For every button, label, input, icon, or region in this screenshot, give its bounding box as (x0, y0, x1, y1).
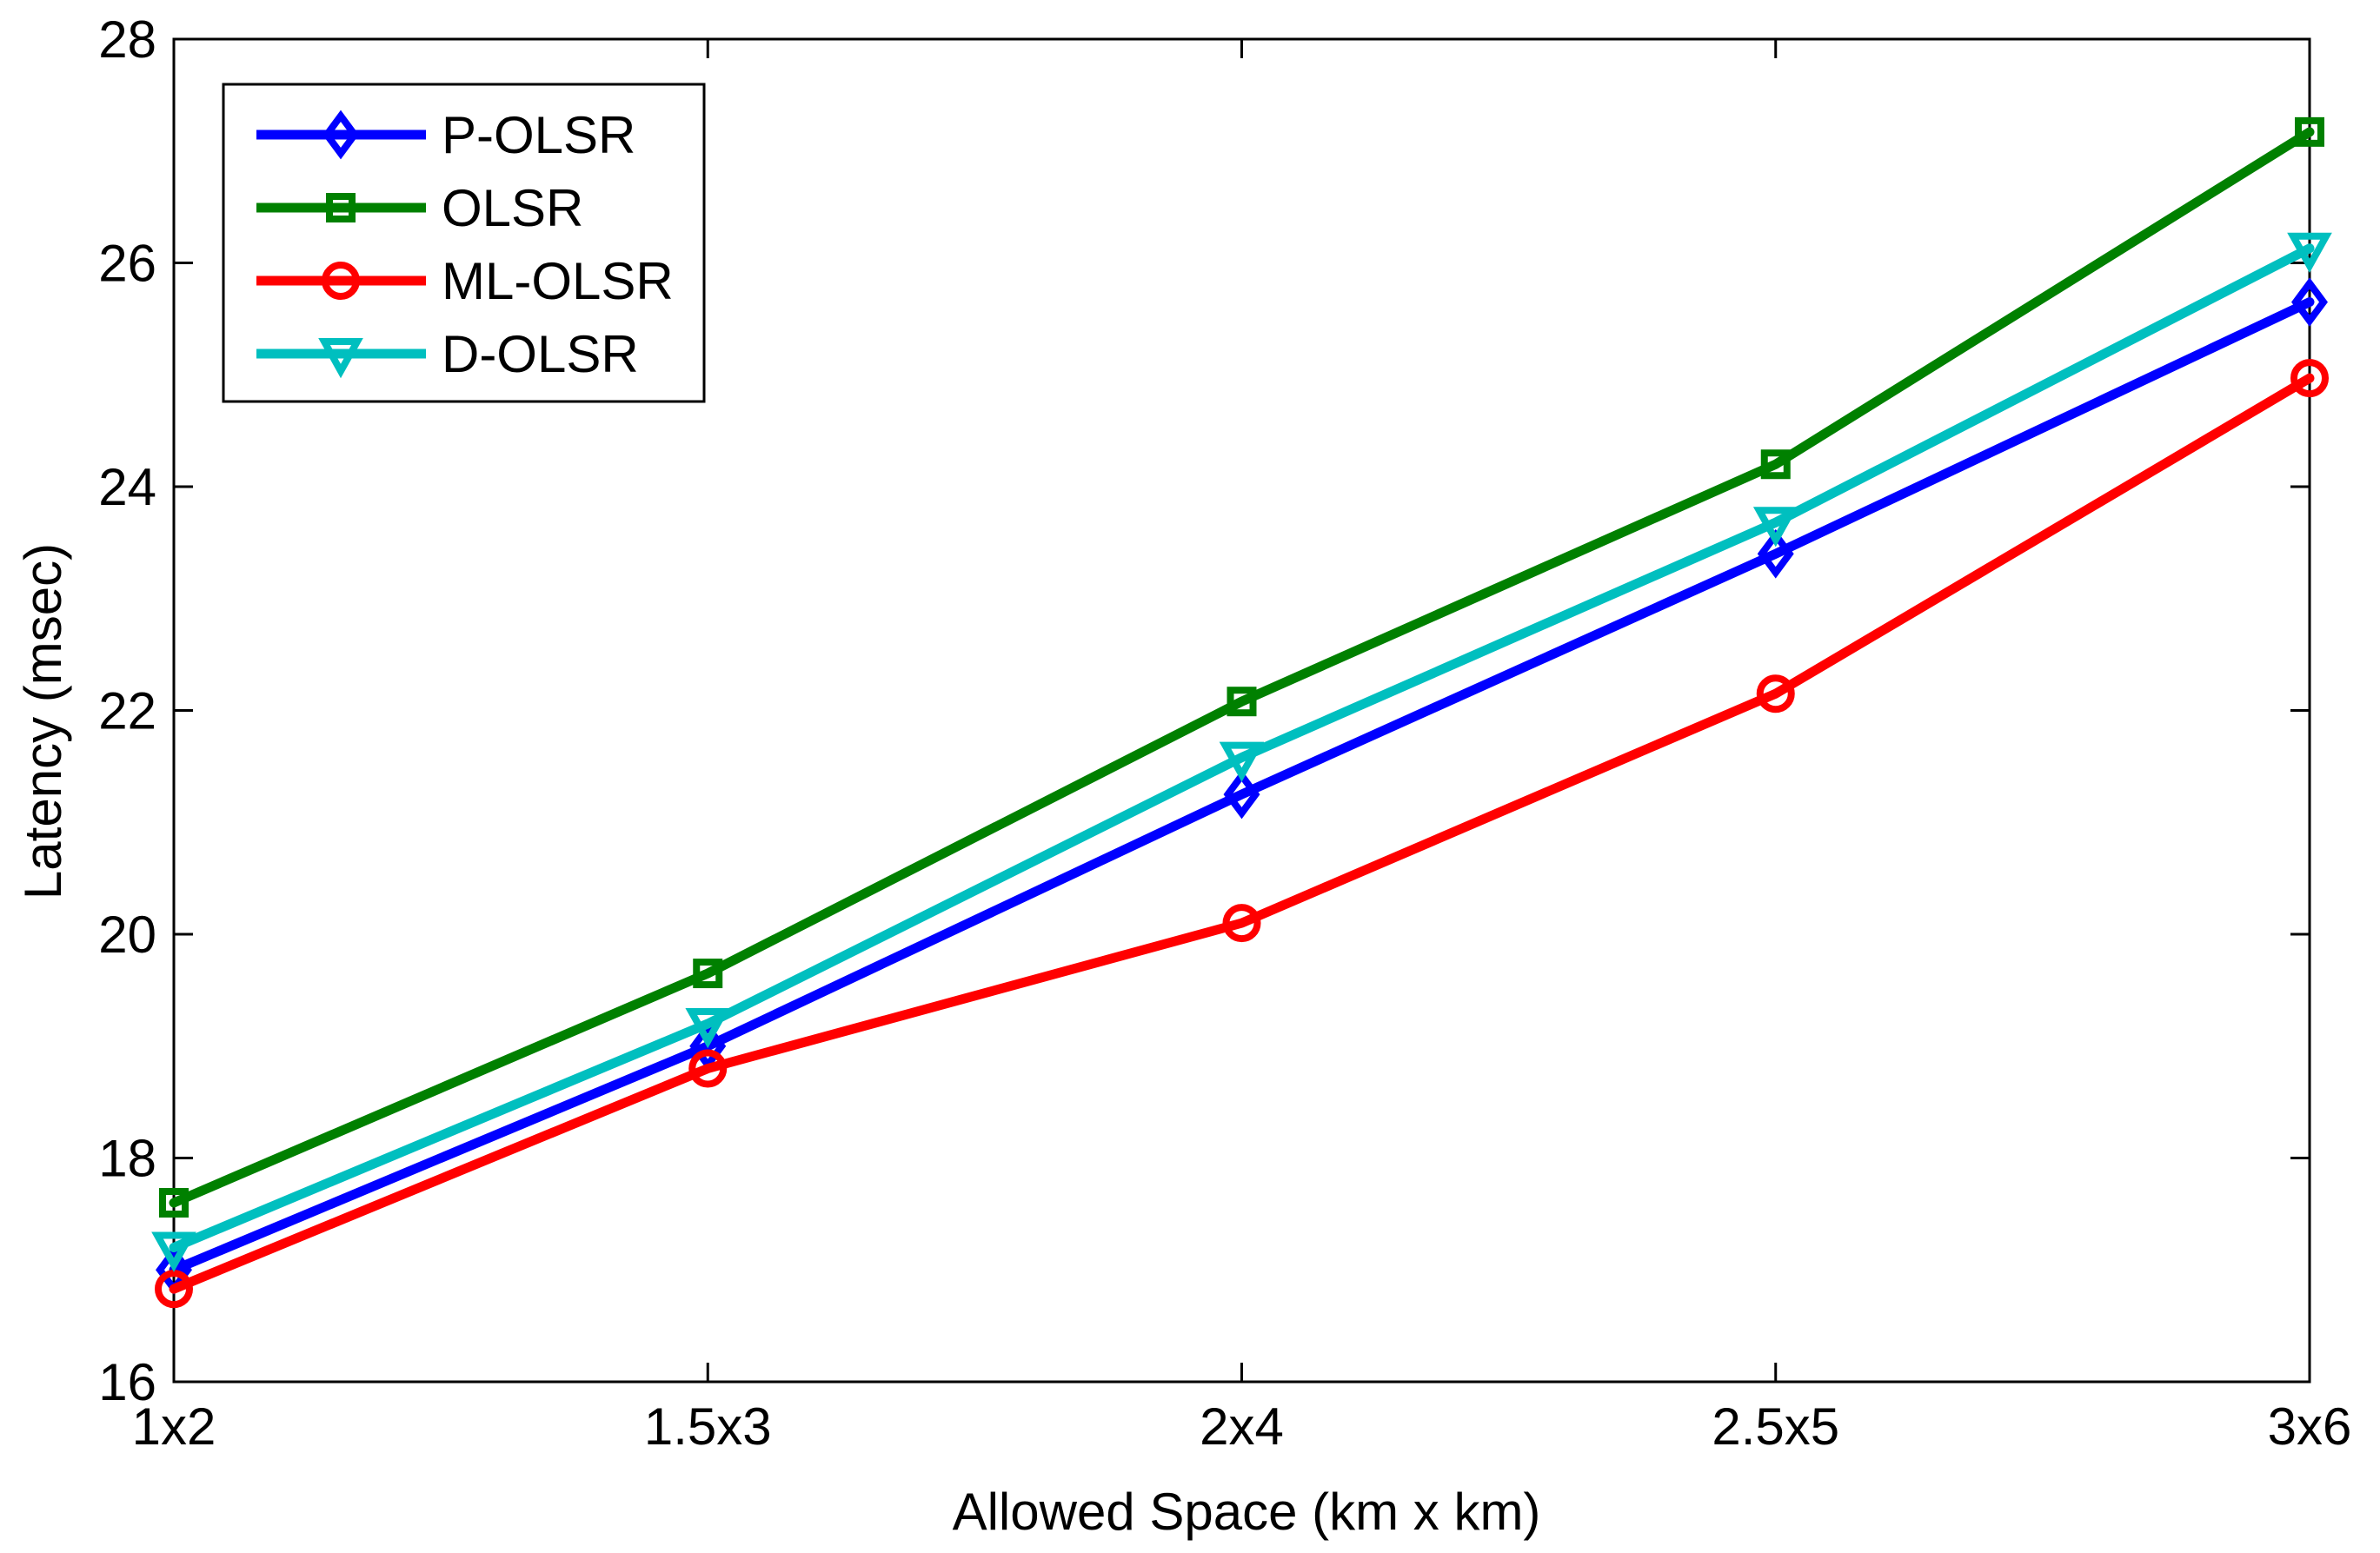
data-point-d-olsr (2287, 232, 2332, 273)
legend: P-OLSR OLSR ML-OLSR D-OLSR (222, 83, 706, 403)
x-tick-label: 2.5x5 (1712, 1397, 1839, 1456)
legend-marker (326, 193, 356, 222)
legend-label: ML-OLSR (442, 252, 674, 310)
x-axis-title: Allowed Space (km x km) (953, 1483, 1541, 1541)
y-axis-title: Latency (msec) (14, 543, 72, 899)
legend-item-p-olsr: P-OLSR (256, 106, 635, 164)
y-tick-label: 22 (98, 682, 156, 740)
series-olsr (159, 116, 2324, 1218)
y-tick-label: 26 (98, 235, 156, 293)
legend-label: OLSR (442, 179, 583, 237)
series-line-d-olsr (169, 243, 2315, 1252)
series-line-olsr (169, 127, 2315, 1208)
data-point-ml-olsr (1756, 674, 1795, 713)
series-line-ml-olsr (169, 373, 2315, 1294)
legend-label: P-OLSR (442, 106, 635, 164)
data-point-p-olsr (1223, 769, 1260, 820)
axis-ticks (172, 37, 2311, 1384)
data-point-ml-olsr (2290, 359, 2329, 398)
legend-item-ml-olsr: ML-OLSR (256, 252, 674, 310)
legend-marker (322, 262, 360, 300)
x-tick-label: 1x2 (132, 1397, 216, 1456)
legend-marker (322, 110, 359, 160)
data-point-ml-olsr (1222, 904, 1261, 943)
data-point-olsr (1227, 687, 1257, 717)
legend-label: D-OLSR (442, 325, 639, 383)
data-point-d-olsr (151, 1231, 196, 1272)
data-point-olsr (2295, 116, 2324, 147)
data-point-olsr (159, 1188, 189, 1218)
legend-item-d-olsr: D-OLSR (256, 325, 639, 383)
data-point-ml-olsr (155, 1270, 193, 1309)
y-tick-label: 20 (98, 906, 156, 964)
y-tick-label: 18 (98, 1130, 156, 1188)
x-tick-label: 1.5x3 (644, 1397, 772, 1456)
x-tick-label: 2x4 (1200, 1397, 1284, 1456)
data-point-d-olsr (1219, 741, 1265, 782)
data-point-p-olsr (2291, 277, 2328, 327)
data-point-ml-olsr (688, 1049, 728, 1088)
data-point-p-olsr (1757, 528, 1794, 579)
series-p-olsr (156, 277, 2328, 1295)
series-line-p-olsr (169, 297, 2315, 1275)
x-tick-label: 3x6 (2268, 1397, 2352, 1456)
data-point-olsr (693, 959, 723, 989)
legend-item-olsr: OLSR (256, 179, 583, 237)
tick-labels: 1x2 1.5x3 2x4 2.5x5 3x6 16 18 20 22 24 26 28 (98, 10, 2351, 1456)
data-point-olsr (1760, 449, 1791, 480)
y-tick-label: 24 (98, 458, 156, 516)
data-series (151, 116, 2332, 1309)
legend-marker (318, 338, 363, 379)
data-point-d-olsr (685, 1008, 731, 1049)
series-ml-olsr (155, 359, 2329, 1309)
series-d-olsr (151, 232, 2332, 1272)
y-tick-label: 28 (98, 10, 156, 69)
y-tick-label: 16 (98, 1353, 156, 1411)
data-point-d-olsr (1752, 507, 1798, 548)
